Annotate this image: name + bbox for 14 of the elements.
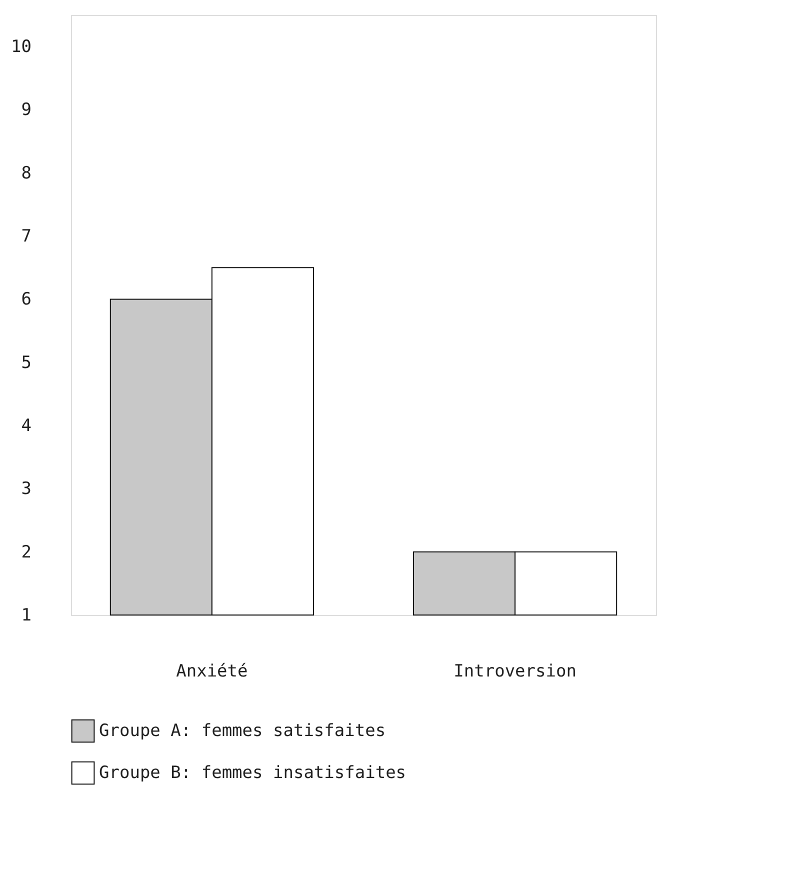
legend-label: Groupe A: femmes satisfaites: [99, 721, 386, 741]
y-tick-label: 10: [11, 37, 32, 58]
x-tick-label: Introversion: [454, 662, 576, 682]
y-tick-label: 7: [21, 226, 32, 247]
y-tick-label: 9: [21, 100, 32, 120]
y-tick-label: 8: [21, 163, 32, 184]
y-tick-label: 3: [21, 479, 32, 500]
y-tick-label: 4: [21, 416, 32, 436]
y-tick-label: 1: [21, 606, 32, 626]
y-tick-label: 6: [21, 290, 32, 310]
x-tick-label: Anxiété: [176, 662, 248, 682]
y-tick-label: 5: [21, 352, 32, 373]
y-tick-label: 2: [21, 542, 32, 562]
legend-label: Groupe B: femmes insatisfaites: [99, 763, 406, 783]
